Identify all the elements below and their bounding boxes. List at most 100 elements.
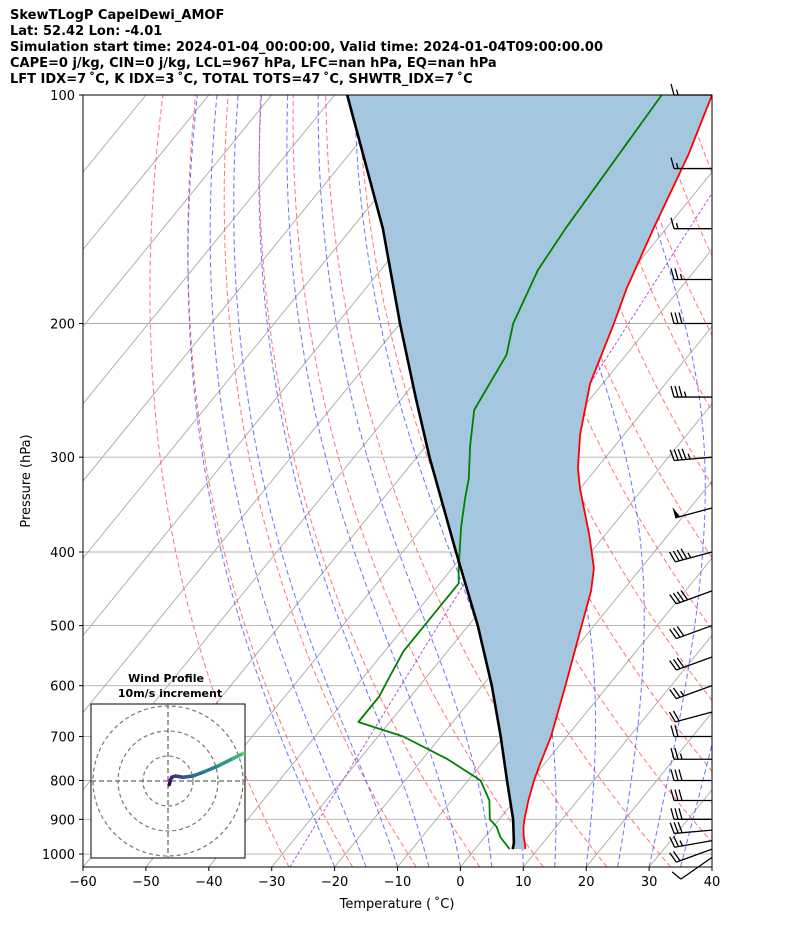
wind-barb-feather xyxy=(676,626,685,637)
wind-barb-feather xyxy=(670,725,675,737)
y-tick-label: 900 xyxy=(50,813,75,828)
isotherm-gridline xyxy=(83,95,210,251)
wind-barb xyxy=(669,848,713,863)
isotherm-gridline xyxy=(83,95,84,96)
moist-adiabat xyxy=(233,95,398,867)
wind-barb-half-feather xyxy=(687,453,691,460)
stability-indices: LFT IDX=7 ˚C, K IDX=3 ˚C, TOTAL TOTS=47 … xyxy=(10,72,473,87)
y-tick-label: 200 xyxy=(50,318,75,333)
wind-barb-feather xyxy=(674,268,679,280)
wind-barb-half-feather xyxy=(679,840,684,847)
dewpoint-line xyxy=(357,95,663,850)
x-tick-label: −10 xyxy=(384,875,411,890)
wind-barb-feather xyxy=(671,871,682,880)
x-tick-label: −40 xyxy=(195,875,222,890)
wind-barb-feather xyxy=(670,808,675,820)
dry-adiabat xyxy=(187,95,354,867)
wind-barb-staff xyxy=(675,551,713,563)
convective-params: CAPE=0 j/kg, CIN=0 j/kg, LCL=967 hPa, LF… xyxy=(10,56,497,71)
wind-barb-staff xyxy=(675,711,713,723)
wind-barb-half-feather xyxy=(687,552,692,559)
wind-barb-staff xyxy=(676,590,713,605)
wind-barb-feather xyxy=(672,851,681,862)
wind-barb-feather xyxy=(674,808,679,820)
wind-barb-feather xyxy=(669,594,677,605)
wind-barb xyxy=(669,821,713,835)
wind-barb-feather xyxy=(672,687,681,698)
wind-barb-feather xyxy=(668,711,676,723)
wind-barb-half-feather xyxy=(679,273,683,280)
wind-barb-feather xyxy=(670,769,675,781)
moist-adiabat xyxy=(187,95,336,867)
hodograph-segment xyxy=(231,751,245,761)
y-tick-label: 100 xyxy=(50,89,75,104)
moist-adiabat xyxy=(317,95,493,867)
x-tick-label: −50 xyxy=(132,875,159,890)
wind-barb-feather xyxy=(674,789,679,801)
wind-barb-feather xyxy=(670,748,675,760)
dry-adiabat xyxy=(520,95,712,559)
wind-barb-feather xyxy=(676,549,684,561)
wind-barb xyxy=(669,685,713,700)
wind-barb xyxy=(669,835,713,848)
wind-barb xyxy=(671,856,713,880)
wind-barb xyxy=(670,748,712,760)
cape-cin-shading xyxy=(347,95,712,850)
wind-barb-feather xyxy=(674,769,679,781)
dry-adiabat xyxy=(683,95,712,174)
wind-barb xyxy=(670,268,712,281)
x-tick-label: 40 xyxy=(704,875,721,890)
y-axis-label: Pressure (hPa) xyxy=(19,434,34,527)
wind-barb-staff xyxy=(676,656,713,671)
wind-barb xyxy=(670,312,712,325)
wind-barb-feather xyxy=(673,449,679,461)
wind-barb-feather xyxy=(668,551,676,563)
wind-barb-feather xyxy=(672,710,680,722)
wind-barbs xyxy=(668,83,713,880)
wind-barb-half-feather xyxy=(675,162,679,169)
wind-barb-feather xyxy=(678,385,683,398)
moist-adiabat xyxy=(258,95,430,867)
wind-barb xyxy=(669,656,713,671)
isotherm-gridline xyxy=(83,95,461,559)
wind-barb-feather xyxy=(670,268,675,280)
wind-barb-feather xyxy=(670,83,675,96)
wind-barb-feather xyxy=(669,822,675,834)
wind-barb-feather xyxy=(670,385,675,398)
wind-barb-feather xyxy=(669,628,677,639)
wind-barb xyxy=(670,789,712,802)
dry-adiabat xyxy=(782,95,794,867)
wind-barb xyxy=(670,385,712,398)
wind-barb-staff xyxy=(675,507,713,519)
isotherm-gridline xyxy=(83,95,335,405)
wind-barb-feather xyxy=(680,590,689,601)
wind-barb-feather xyxy=(670,312,675,324)
wind-barb-feather xyxy=(670,157,675,169)
dry-adiabat xyxy=(325,95,608,867)
y-tick-label: 400 xyxy=(50,546,75,561)
y-tick-label: 800 xyxy=(50,775,75,790)
hodograph-segment xyxy=(241,750,245,756)
isotherm-gridline xyxy=(585,711,712,867)
isotherm-gridline xyxy=(334,403,712,867)
wind-barb-feather xyxy=(674,725,679,737)
moist-adiabat xyxy=(524,95,645,867)
wind-barb-feather xyxy=(677,821,683,833)
wind-barb-feather xyxy=(681,448,687,460)
wind-barb-feather xyxy=(674,748,679,760)
wind-barb-feather xyxy=(677,448,683,461)
dry-adiabat xyxy=(223,95,417,867)
wind-barb-feather xyxy=(680,548,688,560)
isotherm-gridline xyxy=(711,866,712,867)
wind-barb-feather xyxy=(669,449,675,461)
isotherm-gridline xyxy=(271,325,712,867)
wind-barb-feather xyxy=(676,591,685,602)
wind-barb xyxy=(670,217,712,230)
wind-barb-staff xyxy=(676,848,713,863)
wind-barb-feather xyxy=(678,769,683,781)
y-tick-label: 1000 xyxy=(42,848,75,863)
time-info: Simulation start time: 2024-01-04_00:00:… xyxy=(10,40,603,55)
dry-adiabat xyxy=(749,95,794,867)
x-tick-label: 20 xyxy=(578,875,595,890)
